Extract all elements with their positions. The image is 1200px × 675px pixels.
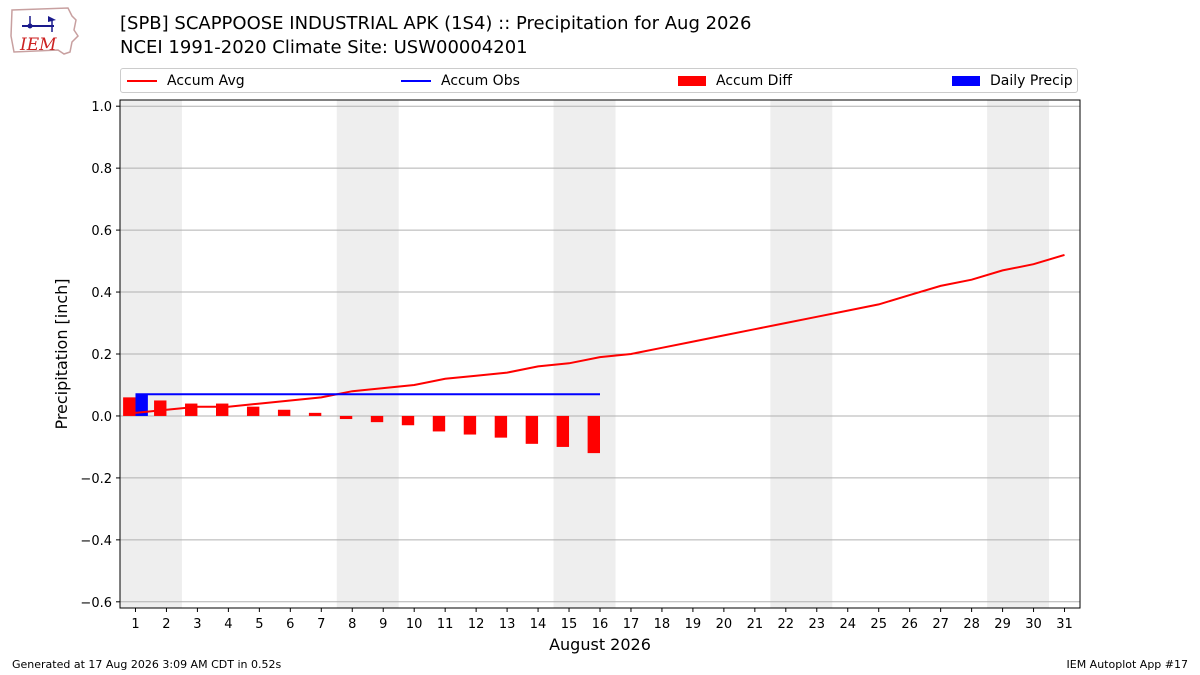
chart-title: [SPB] SCAPPOOSE INDUSTRIAL APK (1S4) :: … (120, 13, 752, 34)
y-tick-label-0: −0.6 (80, 596, 112, 611)
x-tick-label-30: 30 (1025, 617, 1042, 632)
legend-swatch-accum-obs (401, 80, 431, 82)
x-tick-label-20: 20 (716, 617, 733, 632)
x-tick-label-31: 31 (1056, 617, 1073, 632)
x-tick-label-28: 28 (963, 617, 980, 632)
y-tick-label-3: 0.0 (91, 410, 112, 425)
accum-diff-bar-1 (123, 397, 136, 416)
y-tick-label-7: 0.8 (91, 162, 112, 177)
y-axis-ticks: −0.6 −0.4 −0.2 0.0 0.2 0.4 0.6 0.8 1.0 (80, 100, 120, 611)
accum-diff-bar-3 (185, 403, 198, 416)
x-tick-label-24: 24 (839, 617, 856, 632)
logo-text: IEM (19, 35, 57, 55)
x-tick-label-21: 21 (747, 617, 764, 632)
legend-swatch-accum-avg (127, 80, 157, 82)
accum-diff-bar-2 (154, 400, 167, 416)
x-tick-label-8: 8 (348, 617, 356, 632)
x-tick-label-27: 27 (932, 617, 949, 632)
daily-precip-bar-1 (135, 394, 148, 416)
accum-diff-bar-10 (401, 415, 415, 426)
legend-item-accum-diff: Accum Diff (678, 72, 792, 90)
x-axis-ticks: 1 2 3 4 5 6 7 8 9 10 11 12 13 14 15 16 17 18 19 20 21 22 23 24 2… (131, 608, 1073, 632)
accum-diff-bar-7 (308, 412, 322, 416)
x-tick-label-5: 5 (255, 617, 263, 632)
accum-diff-bar-11 (432, 415, 446, 432)
y-tick-label-5: 0.4 (91, 286, 112, 301)
accum-avg-line (135, 253, 1065, 414)
accum-diff-bar-13 (494, 415, 508, 438)
accum-diff-bar-5 (246, 406, 260, 416)
accum-diff-bar-12 (463, 415, 477, 435)
x-tick-label-4: 4 (224, 617, 232, 632)
y-axis-label: Precipitation [inch] (52, 278, 71, 429)
x-tick-label-19: 19 (685, 617, 702, 632)
accum-diff-bar-16 (587, 415, 600, 454)
x-axis-label: August 2026 (549, 635, 651, 654)
legend: Accum Avg Accum Obs Accum Diff Daily Pre… (120, 68, 1078, 93)
x-tick-label-10: 10 (406, 617, 423, 632)
legend-label-accum-diff: Accum Diff (716, 73, 793, 89)
x-tick-label-12: 12 (468, 617, 485, 632)
legend-item-accum-avg: Accum Avg (127, 72, 245, 90)
y-tick-label-4: 0.2 (91, 348, 112, 363)
x-tick-label-18: 18 (654, 617, 671, 632)
x-tick-label-2: 2 (162, 617, 170, 632)
legend-swatch-accum-diff (678, 76, 706, 86)
x-tick-label-22: 22 (778, 617, 795, 632)
bars (123, 394, 600, 454)
accum-diff-bar-6 (277, 409, 291, 416)
x-tick-label-15: 15 (561, 617, 578, 632)
x-tick-label-3: 3 (193, 617, 201, 632)
accum-diff-bar-9 (370, 415, 384, 423)
x-tick-label-16: 16 (592, 617, 609, 632)
x-tick-label-25: 25 (870, 617, 887, 632)
x-tick-label-6: 6 (286, 617, 294, 632)
legend-label-accum-avg: Accum Avg (167, 73, 245, 89)
x-tick-label-7: 7 (317, 617, 325, 632)
y-tick-label-1: −0.4 (80, 534, 112, 549)
x-tick-label-23: 23 (809, 617, 826, 632)
chart-subtitle: NCEI 1991-2020 Climate Site: USW00004201 (120, 37, 528, 58)
legend-item-daily-precip: Daily Precip (952, 72, 1073, 90)
accum-diff-bar-14 (525, 415, 539, 444)
y-tick-label-2: −0.2 (80, 472, 112, 487)
legend-item-accum-obs: Accum Obs (401, 72, 520, 90)
legend-label-accum-obs: Accum Obs (441, 73, 520, 89)
x-tick-label-26: 26 (901, 617, 918, 632)
footer-generated: Generated at 17 Aug 2026 3:09 AM CDT in … (12, 658, 282, 671)
accum-diff-bar-4 (216, 403, 229, 416)
iem-logo: IEM (10, 7, 79, 55)
accum-diff-bar-15 (556, 415, 570, 447)
accum-diff-bar-8 (339, 415, 353, 420)
x-tick-label-17: 17 (623, 617, 640, 632)
x-tick-label-29: 29 (994, 617, 1011, 632)
y-tick-label-6: 0.6 (91, 224, 112, 239)
legend-swatch-daily-precip (952, 76, 980, 86)
legend-label-daily-precip: Daily Precip (990, 73, 1073, 89)
x-tick-label-13: 13 (499, 617, 516, 632)
x-tick-label-9: 9 (379, 617, 387, 632)
x-tick-label-1: 1 (131, 617, 139, 632)
x-tick-label-11: 11 (437, 617, 454, 632)
x-tick-label-14: 14 (530, 617, 547, 632)
lines (135, 253, 1065, 414)
footer-app: IEM Autoplot App #17 (1066, 658, 1189, 671)
y-tick-label-8: 1.0 (91, 100, 112, 115)
